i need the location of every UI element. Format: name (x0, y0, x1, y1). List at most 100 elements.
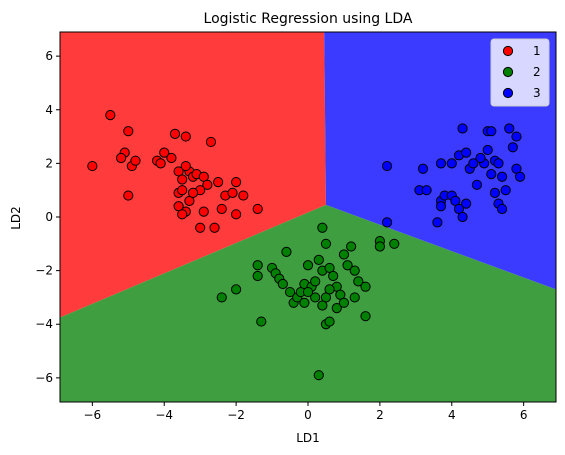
point-class-1 (209, 222, 220, 233)
y-tick-label: 4 (45, 103, 53, 117)
point-class-1 (177, 185, 188, 196)
y-axis-title: LD2 (9, 206, 23, 230)
point-class-2 (360, 311, 371, 322)
legend-label-class-3: 3 (533, 86, 541, 100)
point-class-2 (313, 370, 324, 381)
point-class-3 (471, 179, 483, 190)
point-class-2 (338, 249, 350, 260)
point-class-3 (421, 185, 432, 196)
point-class-3 (514, 171, 526, 182)
point-class-2 (374, 241, 385, 252)
point-class-2 (302, 286, 314, 298)
point-class-2 (324, 284, 335, 295)
chart-title: Logistic Regression using LDA (204, 11, 413, 27)
point-class-2 (360, 281, 371, 292)
point-class-2 (310, 292, 321, 303)
point-class-1 (198, 206, 209, 217)
point-class-3 (381, 160, 393, 172)
point-class-2 (331, 303, 342, 314)
point-class-1 (231, 177, 242, 188)
point-class-2 (284, 286, 296, 298)
point-class-3 (475, 152, 486, 164)
point-class-3 (432, 217, 443, 228)
x-tick-label: −4 (155, 408, 173, 422)
point-class-3 (381, 217, 393, 228)
point-class-1 (180, 131, 191, 142)
point-class-3 (496, 203, 508, 215)
point-class-2 (252, 270, 263, 282)
point-class-1 (116, 152, 127, 164)
point-class-3 (504, 123, 515, 134)
point-class-3 (461, 147, 472, 158)
point-class-1 (105, 110, 116, 121)
point-class-2 (389, 238, 400, 249)
point-class-1 (123, 126, 134, 137)
point-class-2 (317, 222, 328, 233)
point-class-1 (177, 174, 188, 185)
x-tick-label: −2 (227, 408, 245, 422)
point-class-2 (313, 254, 324, 265)
point-class-3 (493, 158, 504, 169)
x-tick-label: 6 (520, 408, 528, 422)
point-class-1 (177, 209, 188, 220)
legend-marker-class-2 (502, 66, 514, 78)
legend-label-class-1: 1 (533, 44, 541, 58)
point-class-2 (299, 297, 310, 308)
y-tick-label: −6 (35, 371, 53, 385)
point-class-1 (123, 190, 134, 201)
point-class-2 (342, 260, 353, 271)
point-class-2 (256, 316, 267, 327)
x-tick-label: 4 (448, 408, 456, 422)
point-class-1 (87, 160, 98, 172)
point-class-3 (457, 211, 468, 223)
point-class-1 (238, 190, 249, 201)
legend-marker-class-3 (502, 87, 514, 99)
point-class-2 (252, 260, 263, 271)
point-class-3 (500, 185, 511, 196)
point-class-1 (213, 177, 224, 188)
point-class-2 (310, 276, 321, 287)
y-tick-label: 2 (45, 156, 53, 170)
point-class-1 (202, 179, 213, 190)
point-class-3 (461, 198, 472, 209)
point-class-3 (496, 171, 508, 182)
point-class-2 (277, 278, 288, 290)
point-class-2 (231, 284, 242, 295)
point-class-2 (338, 297, 350, 308)
y-tick-label: −4 (35, 317, 53, 331)
point-class-2 (317, 300, 328, 311)
point-class-3 (507, 142, 518, 153)
x-tick-label: 2 (376, 408, 384, 422)
y-axis-ticks: −6 −4 −2 0 2 4 6 (35, 49, 60, 385)
point-class-2 (302, 260, 314, 271)
y-tick-label: 6 (45, 49, 53, 63)
point-class-1 (231, 209, 242, 220)
x-tick-label: −6 (83, 408, 101, 422)
y-tick-label: 0 (45, 210, 53, 224)
point-class-1 (130, 155, 141, 166)
x-axis-ticks: −6 −4 −2 0 2 4 6 (83, 402, 527, 422)
point-class-2 (216, 292, 227, 303)
point-class-2 (346, 241, 357, 252)
point-class-1 (155, 158, 166, 169)
point-class-3 (482, 144, 493, 156)
point-class-1 (205, 136, 217, 148)
point-class-3 (486, 169, 497, 180)
x-tick-label: 0 (304, 408, 312, 422)
legend: 1 2 3 (490, 38, 550, 107)
point-class-1 (195, 222, 206, 233)
legend-marker-class-1 (502, 45, 514, 57)
scatter-points (87, 110, 526, 381)
point-class-1 (227, 187, 238, 198)
decision-regions (60, 32, 556, 402)
point-class-3 (486, 126, 497, 137)
point-class-3 (489, 187, 500, 198)
point-class-3 (457, 123, 468, 134)
point-class-1 (187, 187, 199, 198)
point-class-3 (417, 163, 429, 174)
point-class-1 (216, 203, 227, 215)
point-class-2 (324, 316, 335, 327)
point-class-2 (320, 238, 332, 249)
point-class-2 (349, 265, 360, 276)
